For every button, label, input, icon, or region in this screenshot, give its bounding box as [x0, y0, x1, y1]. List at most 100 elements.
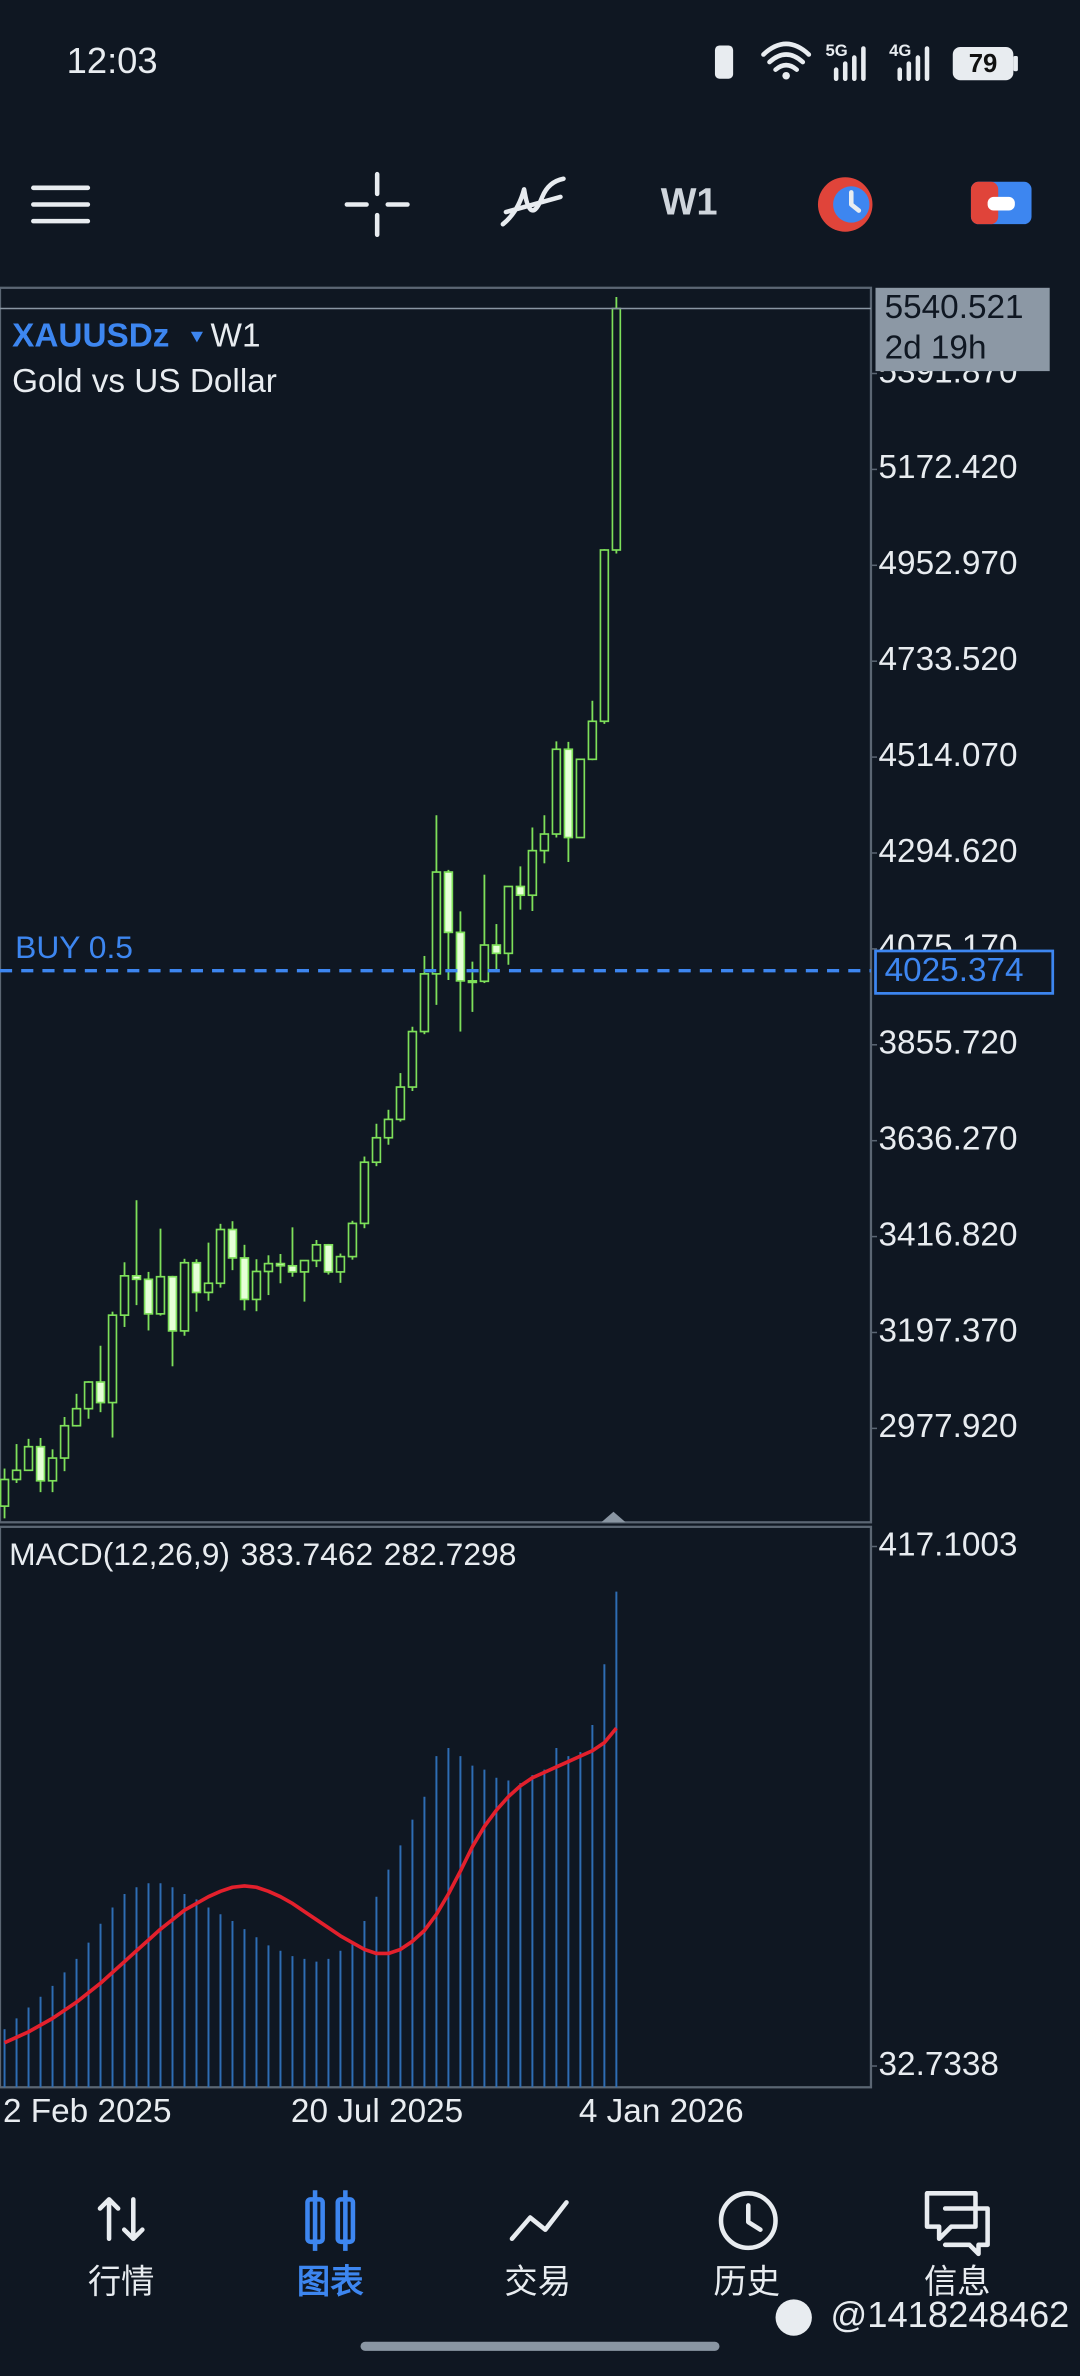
x-tick-label: 2 Feb 2025: [3, 2093, 172, 2130]
x-tick-label: 4 Jan 2026: [579, 2093, 744, 2130]
candle-body: [335, 1255, 346, 1273]
y-tick-label: 4733.520: [879, 641, 1018, 678]
candle-body: [83, 1381, 94, 1410]
y-tick-label: 32.7338: [879, 2046, 999, 2083]
candle-body: [551, 748, 562, 835]
nav-item[interactable]: 历史: [713, 2264, 780, 2301]
candle-body: [479, 944, 490, 983]
macd-chart: 417.1003 32.7338: [3, 1526, 1018, 2088]
order-price: 4025.374: [885, 952, 1024, 989]
main-chart-frame: [0, 286, 873, 1524]
symbol-dropdown[interactable]: [190, 331, 203, 343]
candle-body: [299, 1259, 310, 1273]
candle-body: [359, 1161, 370, 1225]
candle-body: [215, 1228, 226, 1285]
candle-body: [191, 1261, 202, 1294]
candle-body: [371, 1136, 382, 1164]
candle-body: [0, 1478, 10, 1507]
candle-body: [395, 1086, 406, 1121]
candle-body: [11, 1469, 22, 1481]
candle-body: [203, 1282, 214, 1294]
nav-item[interactable]: 交易: [504, 2264, 571, 2301]
bar-countdown: 2d 19h: [885, 330, 987, 367]
candle-body: [575, 758, 586, 839]
candle-body: [179, 1261, 190, 1332]
nav-icons: [97, 2190, 990, 2257]
signal-value: 282.7298: [384, 1537, 517, 1573]
objects-button[interactable]: [817, 177, 873, 232]
menu-button[interactable]: [31, 185, 91, 224]
chart-timeframe: W1: [211, 318, 261, 355]
nav-item[interactable]: 行情: [88, 2264, 155, 2301]
candle-body: [563, 748, 574, 839]
candle-body: [239, 1257, 250, 1301]
candle-body: [155, 1275, 166, 1315]
symbol-description: Gold vs US Dollar: [12, 363, 277, 400]
status-time: 12:03: [67, 40, 158, 81]
candle-body: [467, 980, 478, 984]
current-price: 5540.521: [885, 289, 1024, 326]
macd-value: 383.7462: [241, 1537, 374, 1573]
candle-body: [407, 1030, 418, 1088]
candle-body: [119, 1275, 130, 1316]
y-tick-label: 3855.720: [879, 1025, 1018, 1062]
watermark: @1418248462: [830, 2294, 1069, 2335]
nav-item[interactable]: 图表: [297, 2264, 364, 2301]
order-label: BUY 0.5: [15, 929, 133, 965]
main-chart: 5391.8705172.4204952.9704733.5204514.070…: [0, 296, 1018, 2130]
candle-body: [527, 849, 538, 897]
y-tick-label: 4952.970: [879, 545, 1018, 582]
macd-title: MACD(12,26,9) 383.7462 282.7298: [9, 1537, 516, 1573]
candle-body: [287, 1264, 298, 1273]
status-icons: 5G 4G: [714, 41, 1018, 82]
candle-body: [611, 307, 622, 551]
y-tick-label: 3416.820: [879, 1216, 1018, 1253]
candle-body: [95, 1381, 106, 1404]
y-tick-label: 5172.420: [879, 449, 1018, 486]
candle-body: [251, 1270, 262, 1301]
y-tick-label: 4514.070: [879, 737, 1018, 774]
candle-body: [491, 944, 502, 955]
signal-line: [3, 1726, 618, 2045]
order-price-box: [874, 949, 1055, 995]
candle-body: [71, 1407, 82, 1427]
candle-body: [323, 1243, 334, 1273]
crosshair-button[interactable]: [344, 171, 410, 238]
indicators-button[interactable]: [500, 176, 566, 227]
candle-body: [311, 1243, 322, 1262]
trade-button[interactable]: [970, 181, 1032, 225]
candle-body: [23, 1445, 34, 1472]
candle-body: [275, 1262, 286, 1267]
symbol[interactable]: XAUUSDz: [12, 318, 169, 355]
svg-text:5G: 5G: [826, 41, 848, 60]
candle-body: [167, 1275, 178, 1332]
candle-body: [443, 871, 454, 934]
candle-body: [599, 549, 610, 723]
y-tick-label: 3197.370: [879, 1312, 1018, 1349]
candle-body: [431, 871, 442, 975]
nav-item[interactable]: 信息: [924, 2264, 991, 2301]
candle-body: [539, 833, 550, 852]
candle-body: [503, 885, 514, 955]
home-indicator: [360, 2341, 720, 2351]
candle-body: [383, 1118, 394, 1139]
candle-body: [47, 1457, 58, 1482]
y-tick-label: 4294.620: [879, 833, 1018, 870]
candle-body: [59, 1424, 70, 1459]
candle-body: [419, 973, 430, 1033]
battery-level: 79: [969, 50, 998, 78]
candle-body: [143, 1278, 154, 1315]
y-tick-label: 417.1003: [879, 1526, 1018, 1563]
watermark-logo: [775, 2299, 812, 2336]
candle-body: [107, 1314, 118, 1404]
candle-body: [263, 1262, 274, 1273]
candle-body: [455, 931, 466, 982]
macd-name: MACD(12,26,9): [9, 1537, 230, 1573]
chart-overlays: 5540.521 2d 19h BUY 0.5 4025.374: [0, 287, 1055, 995]
price-label-box: [875, 287, 1050, 372]
x-tick-label: 20 Jul 2025: [291, 2093, 463, 2130]
timeframe-button[interactable]: W1: [661, 181, 718, 223]
